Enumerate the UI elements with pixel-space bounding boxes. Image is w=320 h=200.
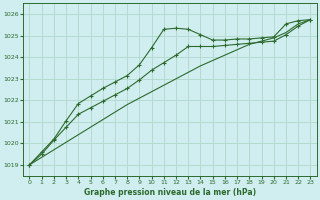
X-axis label: Graphe pression niveau de la mer (hPa): Graphe pression niveau de la mer (hPa) [84, 188, 256, 197]
